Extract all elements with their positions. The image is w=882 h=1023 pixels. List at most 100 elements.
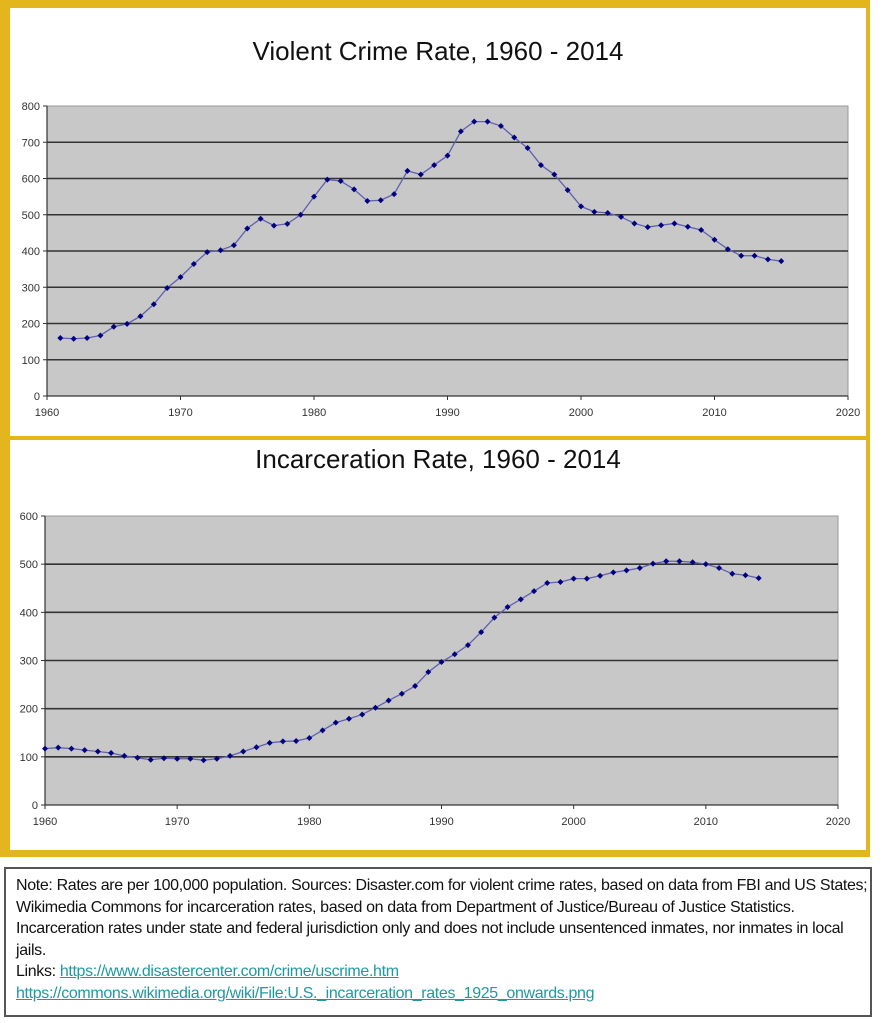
data-point <box>57 335 64 341</box>
data-point <box>217 247 224 254</box>
data-point <box>108 749 115 756</box>
data-point <box>564 187 571 194</box>
data-point <box>676 558 683 565</box>
y-tick-label: 800 <box>22 101 40 113</box>
data-point <box>266 739 273 746</box>
data-point <box>698 226 705 233</box>
data-point <box>110 323 117 330</box>
y-tick-label: 0 <box>34 391 40 403</box>
data-point <box>68 745 75 752</box>
data-point <box>121 752 128 759</box>
x-tick-label: 1970 <box>165 816 189 828</box>
data-point <box>306 735 313 742</box>
data-point <box>150 301 157 308</box>
data-point <box>213 755 220 762</box>
data-point <box>311 193 317 200</box>
y-tick-label: 200 <box>22 319 40 331</box>
data-point <box>702 561 709 568</box>
data-point <box>279 738 286 745</box>
data-point <box>751 252 758 259</box>
data-point <box>537 162 544 169</box>
data-point <box>337 178 344 185</box>
data-point <box>253 744 260 751</box>
data-point <box>764 256 771 263</box>
data-point <box>649 560 656 567</box>
data-point <box>591 208 598 215</box>
data-point <box>623 567 630 574</box>
data-point <box>663 558 670 565</box>
x-tick-label: 2020 <box>826 816 850 828</box>
data-point <box>124 320 131 327</box>
y-tick-label: 400 <box>20 607 38 619</box>
data-point <box>345 715 352 722</box>
data-point <box>177 274 184 281</box>
data-point <box>597 572 604 579</box>
data-point <box>97 332 104 339</box>
data-point <box>491 614 498 621</box>
data-point <box>658 222 665 229</box>
y-tick-label: 200 <box>20 704 38 716</box>
y-tick-label: 600 <box>20 511 38 523</box>
incarceration-chart: 0 100 200 300 400 500 600 1960 1970 1980 1990 2000 2… <box>20 511 851 828</box>
data-point <box>55 744 62 751</box>
data-point <box>324 176 331 183</box>
data-point <box>578 203 584 210</box>
data-point <box>755 575 762 582</box>
y-tick-label: 0 <box>32 800 38 812</box>
data-point <box>524 145 531 152</box>
data-point <box>531 588 538 595</box>
y-tick-label: 100 <box>22 355 40 367</box>
data-point <box>557 578 564 585</box>
data-point <box>671 220 678 227</box>
data-point <box>471 118 478 125</box>
data-point <box>425 669 432 676</box>
violent-crime-panel: Violent Crime Rate, 1960 - 2014 0 100 200 3… <box>10 8 866 436</box>
data-point <box>511 134 518 141</box>
data-point <box>81 747 88 754</box>
data-point <box>372 704 379 711</box>
data-point <box>551 171 558 178</box>
x-tick-label: 1960 <box>35 407 59 419</box>
data-point <box>738 252 745 259</box>
x-tick-label: 1980 <box>297 816 321 828</box>
data-point <box>137 313 144 320</box>
data-point <box>404 167 411 174</box>
data-point <box>244 225 251 232</box>
x-tick-label: 2000 <box>561 816 585 828</box>
disastercenter-link[interactable]: https://www.disastercenter.com/crime/usc… <box>59 963 399 980</box>
data-point <box>257 215 264 222</box>
x-tick-label: 1960 <box>33 816 57 828</box>
y-tick-label: 500 <box>20 559 38 571</box>
data-point <box>610 569 617 576</box>
data-point <box>398 690 405 697</box>
data-point <box>134 754 141 761</box>
data-point <box>570 575 577 582</box>
data-point <box>204 249 211 256</box>
data-point <box>778 258 785 265</box>
chart-title: Violent Crime Rate, 1960 - 2014 <box>252 36 624 66</box>
data-point <box>270 222 277 229</box>
data-point <box>364 197 371 204</box>
data-point <box>412 683 419 690</box>
x-tick-label: 2020 <box>836 407 860 419</box>
data-point <box>729 570 736 577</box>
data-point <box>517 596 524 603</box>
data-point <box>444 152 451 159</box>
data-point <box>84 335 91 341</box>
data-point <box>631 220 638 227</box>
data-point <box>711 236 718 243</box>
data-point <box>644 224 651 231</box>
y-tick-label: 300 <box>22 282 40 294</box>
data-point <box>351 186 358 193</box>
data-point <box>200 757 207 764</box>
data-point <box>724 246 731 253</box>
data-point <box>391 191 398 198</box>
x-tick-label: 1990 <box>435 407 459 419</box>
data-point <box>684 223 691 230</box>
data-point <box>359 711 366 718</box>
data-point <box>174 755 181 762</box>
data-point <box>377 197 384 204</box>
x-tick-label: 2010 <box>702 407 726 419</box>
wikimedia-link[interactable]: https://commons.wikimedia.org/wiki/File:… <box>16 984 595 1002</box>
data-point <box>417 171 424 178</box>
